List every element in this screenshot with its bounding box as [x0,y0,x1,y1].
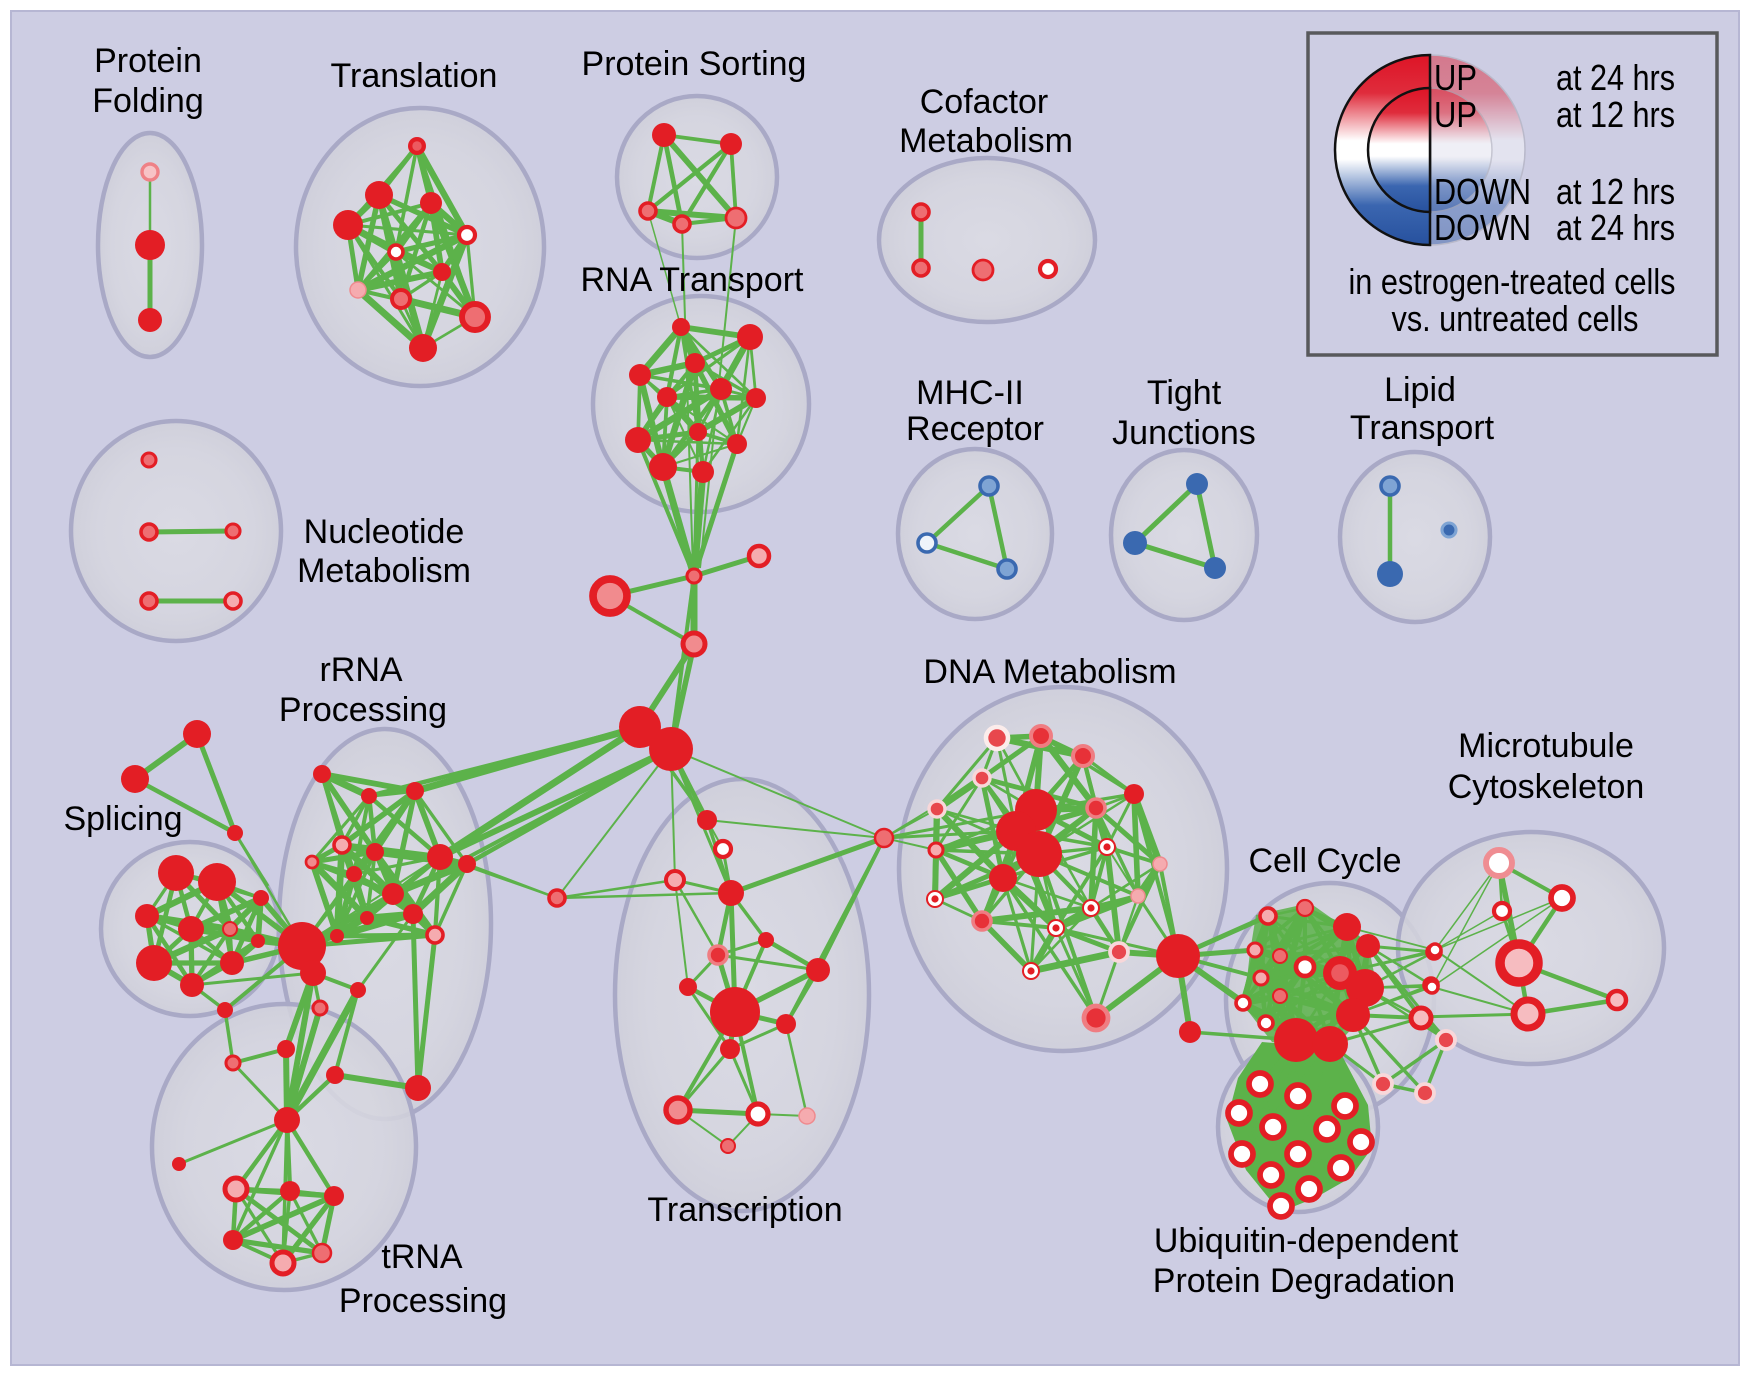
svg-text:Junctions: Junctions [1112,414,1256,452]
svg-text:Transport: Transport [1350,409,1495,447]
svg-text:MHC-II: MHC-II [916,374,1024,412]
svg-text:Cofactor: Cofactor [920,83,1049,121]
svg-text:UP: UP [1434,57,1477,98]
svg-text:DNA Metabolism: DNA Metabolism [923,653,1176,691]
svg-text:at 12 hrs: at 12 hrs [1556,171,1675,212]
svg-text:vs. untreated cells: vs. untreated cells [1392,298,1639,339]
svg-text:Cytoskeleton: Cytoskeleton [1448,768,1645,806]
svg-text:Nucleotide: Nucleotide [304,513,465,551]
svg-text:Processing: Processing [279,691,447,729]
svg-text:at 24 hrs: at 24 hrs [1556,57,1675,98]
svg-text:RNA Transport: RNA Transport [581,261,805,299]
svg-text:DOWN: DOWN [1434,207,1531,248]
svg-text:DOWN: DOWN [1434,171,1531,212]
svg-text:at 12 hrs: at 12 hrs [1556,94,1675,135]
svg-text:Processing: Processing [339,1282,507,1320]
svg-text:Cell Cycle: Cell Cycle [1248,842,1401,880]
svg-text:Metabolism: Metabolism [899,122,1073,160]
svg-text:Protein Sorting: Protein Sorting [582,45,807,83]
svg-text:at 24 hrs: at 24 hrs [1556,207,1675,248]
svg-text:Receptor: Receptor [906,410,1044,448]
svg-text:Translation: Translation [331,57,498,95]
svg-text:Lipid: Lipid [1384,371,1456,409]
svg-text:Tight: Tight [1147,374,1222,412]
svg-text:Microtubule: Microtubule [1458,727,1634,765]
svg-text:Folding: Folding [92,82,204,120]
svg-text:Protein Degradation: Protein Degradation [1153,1262,1455,1300]
svg-text:Transcription: Transcription [647,1191,842,1229]
svg-text:Protein: Protein [94,42,202,80]
svg-text:Metabolism: Metabolism [297,552,471,590]
svg-text:tRNA: tRNA [381,1238,463,1276]
svg-text:Ubiquitin-dependent: Ubiquitin-dependent [1154,1222,1459,1260]
svg-text:in estrogen-treated cells: in estrogen-treated cells [1349,261,1676,302]
svg-text:Splicing: Splicing [63,800,182,838]
svg-text:rRNA: rRNA [319,651,402,689]
svg-text:UP: UP [1434,94,1477,135]
